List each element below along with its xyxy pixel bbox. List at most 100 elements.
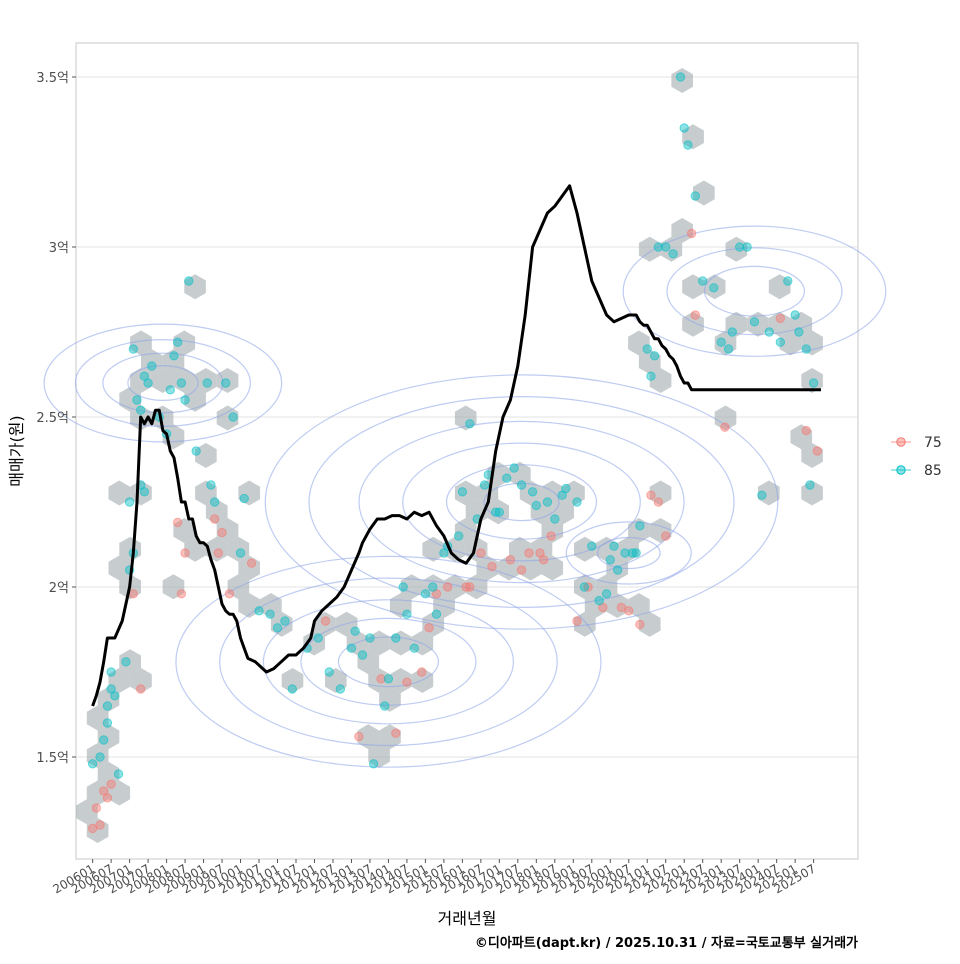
hexbin-cell (552, 499, 574, 525)
point-75 (686, 228, 697, 239)
point-85 (139, 487, 150, 497)
point-75 (524, 548, 534, 558)
hexbin-cell (184, 386, 206, 412)
point-85 (102, 718, 113, 728)
point-75 (128, 589, 139, 599)
point-75 (402, 677, 412, 687)
y-tick-label: 3.5억 (36, 71, 69, 86)
point-75 (91, 803, 102, 813)
hexbin-cell (628, 518, 650, 543)
legend-key-point (896, 465, 906, 475)
point-85 (801, 344, 811, 354)
hexbin-cell (790, 424, 813, 450)
legend: 75 85 (891, 435, 942, 479)
hexbin-cell (130, 480, 152, 506)
density-contour (264, 374, 779, 630)
point-85 (169, 351, 179, 361)
hexbin-cell (238, 480, 260, 506)
point-85 (653, 242, 664, 252)
point-85 (527, 487, 538, 497)
hexbin-cell (768, 274, 791, 300)
point-85 (783, 276, 793, 286)
point-75 (539, 555, 549, 565)
point-85 (716, 337, 726, 347)
hexbin-cell (519, 555, 542, 581)
point-75 (801, 425, 811, 436)
hexbin-cell (162, 574, 185, 600)
point-85 (675, 72, 686, 82)
hexbin-cell (768, 311, 791, 337)
hexbin-cell (400, 574, 423, 600)
point-85 (509, 463, 519, 473)
hexbin-cell (173, 518, 196, 543)
density-contour (445, 464, 598, 540)
hexbin-cell (216, 405, 239, 431)
density-contour (402, 442, 641, 562)
point-85 (794, 327, 804, 337)
point-85 (380, 701, 390, 711)
hexbin-cell (97, 724, 120, 750)
hexbin-cell (379, 724, 401, 750)
point-85 (727, 327, 737, 337)
point-85 (790, 310, 800, 320)
point-75 (690, 310, 701, 320)
point-85 (280, 616, 290, 626)
point-85 (646, 371, 656, 381)
point-85 (265, 609, 275, 619)
point-85 (202, 378, 212, 388)
density-contour (102, 352, 224, 414)
point-75 (417, 667, 427, 677)
hexbin-cell (801, 368, 823, 393)
point-75 (172, 517, 183, 528)
point-85 (579, 582, 590, 592)
point-85 (742, 242, 752, 252)
hexbin-cell (325, 668, 347, 693)
hexbin-cell (119, 536, 141, 562)
y-axis: 1.5억 2억 2.5억 3억 3.5억 (36, 71, 76, 766)
point-85 (239, 493, 249, 504)
point-85 (313, 633, 323, 643)
density-contour (565, 521, 692, 585)
point-85 (409, 643, 420, 653)
y-axis-title: 매매가(원) (7, 415, 26, 486)
point-75 (246, 558, 257, 568)
point-75 (653, 497, 664, 507)
point-85 (479, 480, 490, 490)
hexbin-cell (346, 630, 369, 656)
hexbin-cell (714, 405, 737, 431)
point-85 (642, 344, 652, 354)
hexbin-cell (444, 536, 466, 562)
hexbin-cell (801, 480, 823, 506)
point-85 (734, 242, 745, 252)
point-85 (147, 361, 157, 371)
point-85 (102, 701, 113, 711)
point-85 (431, 609, 442, 619)
hexbin-cell (476, 480, 499, 506)
point-85 (324, 667, 334, 677)
hexbin-cell (541, 480, 564, 506)
hexbin-cell (444, 574, 466, 600)
density-contour (127, 365, 199, 401)
point-75 (624, 606, 634, 616)
hexbin-cell (574, 536, 596, 562)
point-75 (476, 548, 486, 558)
hexbin-cell (76, 799, 98, 825)
trend-line-layer (91, 184, 821, 707)
point-85 (635, 521, 645, 531)
point-85 (775, 337, 786, 347)
point-85 (106, 667, 116, 677)
hexbin-cell (530, 499, 553, 525)
density-contour-layer (43, 225, 887, 768)
hexbin-cell (454, 480, 477, 506)
point-85 (350, 626, 360, 636)
point-85 (690, 191, 701, 201)
hexbin-cell (574, 611, 596, 637)
x-axis: 2006012006072007012007072008012008072009… (50, 859, 818, 897)
point-85 (121, 657, 131, 667)
hexbin-cell (368, 743, 390, 768)
point-75 (95, 820, 105, 830)
point-85 (661, 242, 671, 252)
point-85 (228, 412, 238, 422)
hexbin-cell (86, 743, 109, 768)
